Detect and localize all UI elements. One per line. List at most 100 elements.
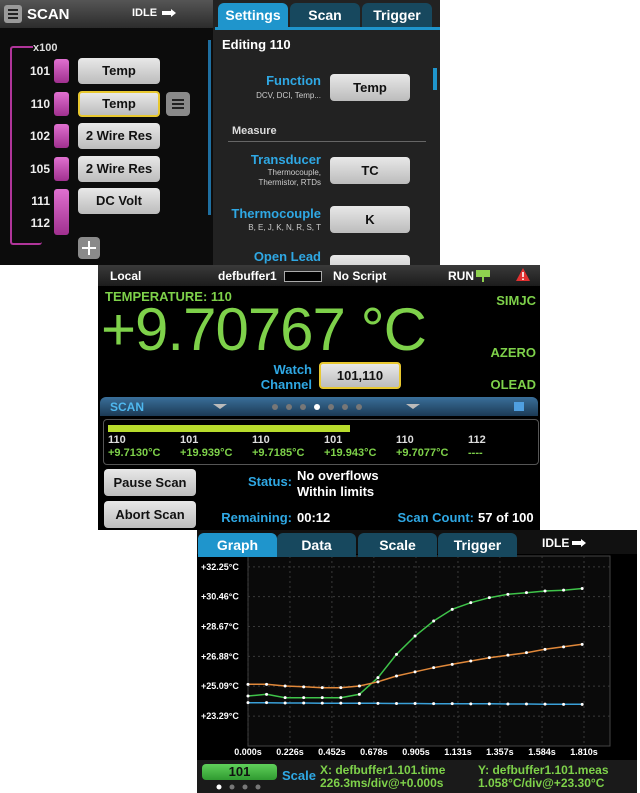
scrollbar — [208, 40, 211, 215]
tab[interactable]: Scale — [358, 533, 437, 557]
transducer-button[interactable]: TC — [330, 157, 410, 184]
channel-handle[interactable] — [54, 92, 69, 116]
page-dots — [216, 784, 261, 790]
series-point — [506, 702, 510, 706]
series-point — [283, 696, 287, 700]
reading-channel: 101 — [324, 434, 343, 446]
indicator: SIMJC — [496, 293, 536, 308]
function-button[interactable]: Temp — [330, 74, 410, 101]
series-point — [395, 674, 399, 678]
channel-function[interactable]: Temp — [78, 91, 160, 117]
channel-number: 102 — [18, 129, 50, 143]
x-scale: 226.3ms/div@+0.000s — [320, 776, 444, 790]
channel-function[interactable]: DC Volt — [78, 188, 160, 214]
series-point — [302, 685, 306, 689]
tab[interactable]: Scan — [290, 3, 360, 27]
tab[interactable]: Graph — [198, 533, 277, 557]
channel-button[interactable]: 101 — [202, 764, 277, 780]
series-point — [506, 592, 510, 596]
y-tick-label: +25.09°C — [201, 681, 239, 691]
thermocouple-button[interactable]: K — [330, 206, 410, 233]
series-point — [469, 702, 473, 706]
series-point — [562, 645, 566, 649]
remaining: 00:12 — [297, 510, 331, 525]
scan-progress — [108, 425, 350, 432]
run-icon — [476, 270, 490, 282]
series-point — [506, 653, 510, 657]
tab[interactable]: Trigger — [438, 533, 517, 557]
reading-value: +19.939°C — [180, 447, 233, 459]
series-point — [413, 670, 417, 674]
channel-handle[interactable] — [54, 59, 69, 83]
add-channel-button[interactable] — [78, 237, 100, 259]
series-point — [487, 656, 491, 660]
series-point — [413, 634, 417, 638]
series-point — [580, 642, 584, 646]
divider — [228, 141, 426, 142]
series-point — [265, 682, 269, 686]
scan-header — [0, 0, 213, 28]
channel-number: 112 — [18, 216, 50, 230]
channel-function[interactable]: 2 Wire Res — [78, 123, 160, 149]
home-screen: Local defbuffer1 No Script RUN TEMPERATU… — [98, 265, 540, 530]
scan-settings-screen: SCAN IDLE x100 Editing 110 Function DCV,… — [0, 0, 440, 265]
series-point — [246, 701, 250, 705]
watch-label: Channel — [260, 377, 312, 392]
scale-label[interactable]: Scale — [282, 768, 316, 783]
count: 57 of 100 — [478, 510, 534, 525]
series-point — [450, 607, 454, 611]
series-point — [450, 662, 454, 666]
series-point — [580, 702, 584, 706]
reading-value: +9.7185°C — [252, 447, 305, 459]
channel-handle[interactable] — [54, 124, 69, 148]
series-point — [339, 701, 343, 705]
menu-icon[interactable] — [4, 5, 22, 23]
series-point — [524, 702, 528, 706]
channel-menu-button[interactable] — [166, 92, 190, 116]
remaining-label: Remaining: — [221, 510, 292, 525]
scan-title: SCAN — [27, 6, 70, 23]
tab[interactable]: Settings — [218, 3, 288, 27]
transducer-hint: Thermocouple, — [267, 168, 321, 177]
scan-bar-title: SCAN — [110, 400, 145, 414]
series-point — [302, 701, 306, 705]
reading: +9.70767 °C — [101, 296, 427, 363]
tab-underline — [215, 27, 440, 30]
series-point — [320, 701, 324, 705]
function-label: Function — [266, 73, 321, 88]
series-point — [487, 596, 491, 600]
channel-handle[interactable] — [54, 189, 69, 235]
warning-icon[interactable] — [516, 268, 530, 281]
tab[interactable]: Data — [277, 533, 356, 557]
idle-icon — [572, 539, 586, 547]
channel-handle[interactable] — [54, 157, 69, 181]
series-point — [302, 696, 306, 700]
reading-value: +9.7077°C — [396, 447, 449, 459]
series-point — [339, 696, 343, 700]
readings-box — [103, 419, 539, 465]
pause-button[interactable]: Pause Scan — [104, 469, 196, 496]
thermocouple-label: Thermocouple — [231, 206, 321, 221]
open-lead-button[interactable] — [330, 255, 410, 265]
watch-button[interactable]: 101,110 — [319, 362, 401, 389]
reading-channel: 110 — [252, 434, 270, 446]
channel-number: 111 — [18, 194, 50, 208]
abort-button[interactable]: Abort Scan — [104, 501, 196, 528]
indicator: AZERO — [490, 345, 537, 360]
x-tick-label: 0.000s — [234, 747, 262, 757]
x-name: X: defbuffer1.101.time — [320, 763, 446, 777]
series-point — [432, 702, 436, 706]
series-point — [357, 701, 361, 705]
run-state: RUN — [448, 269, 474, 283]
series-point — [562, 588, 566, 592]
plot-area — [247, 555, 611, 747]
tab[interactable]: Trigger — [362, 3, 432, 27]
transducer-hint: Thermistor, RTDs — [258, 178, 321, 187]
channel-function[interactable]: 2 Wire Res — [78, 156, 160, 182]
series-point — [339, 686, 343, 690]
channel-function[interactable]: Temp — [78, 58, 160, 84]
x-tick-label: 0.226s — [276, 747, 304, 757]
series-point — [320, 686, 324, 690]
count-label: Scan Count: — [397, 510, 474, 525]
graph: +32.25°C +30.46°C +28.67°C +26.88°C +25.09°C… — [201, 555, 611, 757]
